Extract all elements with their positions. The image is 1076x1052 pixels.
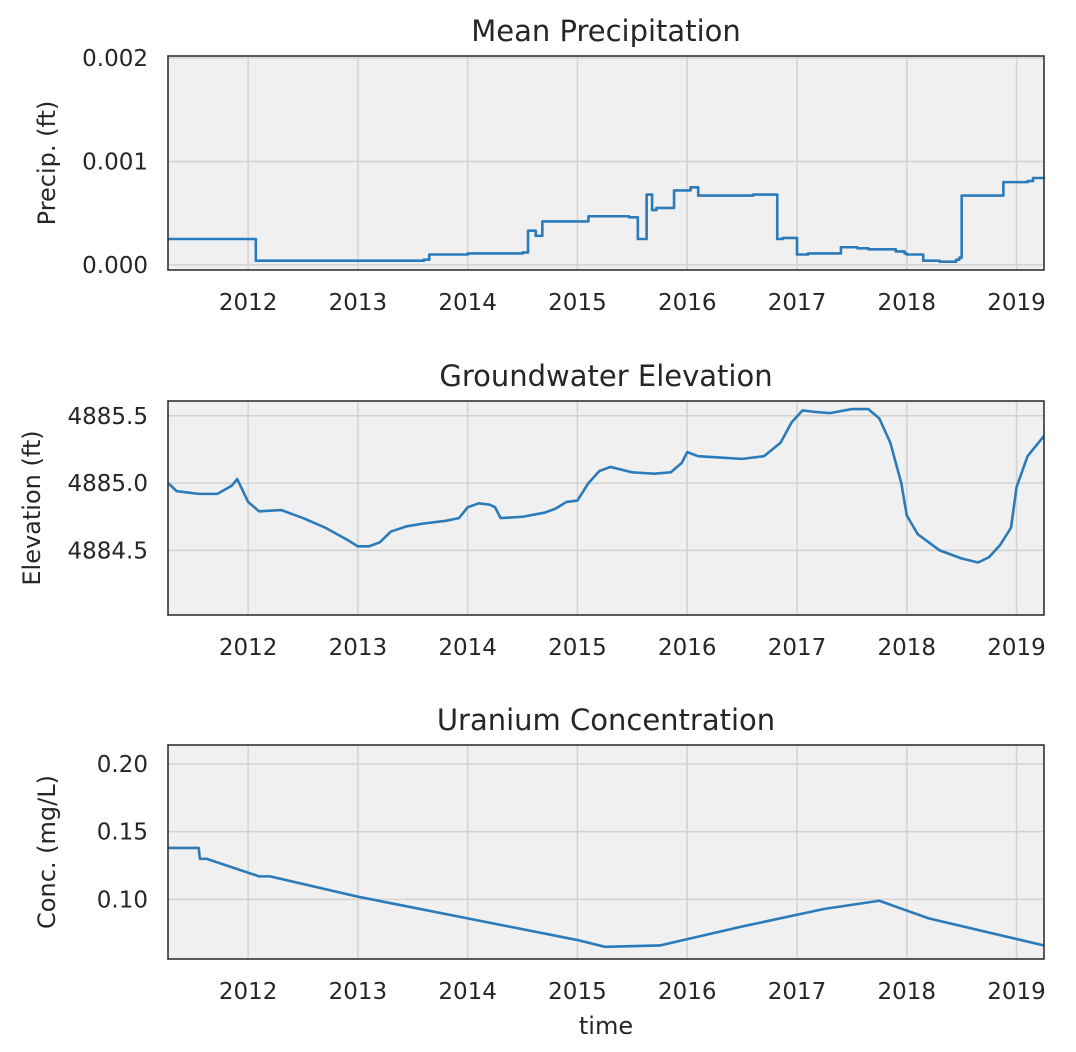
mean-precipitation-x-tick-label: 2013 (329, 290, 388, 316)
groundwater-elevation-y-tick-label: 4885.5 (68, 404, 148, 430)
mean-precipitation-y-tick-label: 0.001 (82, 149, 148, 175)
subplots: 2012 2013 2014 2015 2016 2017 2018 2019 0.000 0.0… (18, 14, 1046, 1040)
uranium-concentration-x-tick-label: 2017 (768, 979, 827, 1005)
uranium-concentration-x-tick-label: 2019 (987, 979, 1046, 1005)
uranium-concentration-title: Uranium Concentration (437, 703, 775, 737)
mean-precipitation-series-line (168, 176, 1046, 264)
mean-precipitation-x-tick-label: 2017 (768, 290, 827, 316)
groundwater-elevation-x-tick-label: 2017 (768, 635, 827, 661)
groundwater-elevation-x-tick-label: 2012 (219, 635, 278, 661)
uranium-concentration-axes-frame (167, 744, 1045, 960)
uranium-concentration-x-tick-label: 2012 (219, 979, 278, 1005)
groundwater-elevation-x-tick-label: 2016 (658, 635, 717, 661)
mean-precipitation-y-axis-label: Precip. (ft) (33, 101, 61, 226)
groundwater-elevation-x-tick-label: 2018 (878, 635, 937, 661)
uranium-concentration-plot-area (168, 745, 1044, 959)
uranium-concentration-series-line (168, 846, 1045, 949)
uranium-concentration-x-tick-label: 2014 (438, 979, 497, 1005)
groundwater-elevation-plot-area (168, 401, 1044, 615)
mean-precipitation-title: Mean Precipitation (471, 14, 741, 48)
uranium-concentration-y-tick-label: 0.20 (97, 752, 148, 778)
mean-precipitation-axes-frame (167, 55, 1045, 271)
groundwater-elevation-x-tick-label: 2014 (438, 635, 497, 661)
groundwater-elevation-series-line (167, 407, 1046, 564)
uranium-concentration-y-tick-label: 0.15 (97, 820, 148, 846)
mean-precipitation-x-tick-label: 2018 (878, 290, 937, 316)
mean-precipitation-x-tick-label: 2015 (548, 290, 607, 316)
uranium-concentration-y-tick-label: 0.10 (97, 887, 148, 913)
mean-precipitation-y-tick-label: 0.002 (82, 46, 148, 72)
mean-precipitation-panel: 2012 2013 2014 2015 2016 2017 2018 2019 0.000 0.0… (33, 14, 1046, 316)
mean-precipitation-x-tick-label: 2019 (987, 290, 1046, 316)
mean-precipitation-x-tick-label: 2016 (658, 290, 717, 316)
groundwater-elevation-y-axis-label: Elevation (ft) (18, 430, 46, 585)
uranium-concentration-x-tick-label: 2016 (658, 979, 717, 1005)
mean-precipitation-x-tick-label: 2014 (438, 290, 497, 316)
uranium-concentration-y-axis-label: Conc. (mg/L) (33, 775, 61, 929)
uranium-concentration-x-tick-label: 2013 (329, 979, 388, 1005)
mean-precipitation-x-tick-label: 2012 (219, 290, 278, 316)
groundwater-elevation-y-tick-label: 4884.5 (68, 538, 148, 564)
uranium-concentration-x-axis-label: time (579, 1012, 633, 1040)
groundwater-elevation-x-tick-label: 2019 (987, 635, 1046, 661)
groundwater-elevation-y-tick-label: 4885.0 (68, 471, 148, 497)
groundwater-elevation-panel: 2012 2013 2014 2015 2016 2017 2018 2019 4884.5 48… (18, 359, 1046, 661)
uranium-concentration-x-tick-label: 2015 (548, 979, 607, 1005)
groundwater-elevation-x-tick-label: 2015 (548, 635, 607, 661)
groundwater-elevation-title: Groundwater Elevation (439, 359, 772, 393)
uranium-concentration-x-tick-label: 2018 (878, 979, 937, 1005)
groundwater-elevation-x-tick-label: 2013 (329, 635, 388, 661)
uranium-concentration-panel: 2012 2013 2014 2015 2016 2017 2018 2019 0.10 0.15… (33, 703, 1046, 1040)
mean-precipitation-plot-area (168, 56, 1044, 270)
groundwater-elevation-axes-frame (167, 400, 1045, 616)
mean-precipitation-y-tick-label: 0.000 (82, 253, 148, 279)
